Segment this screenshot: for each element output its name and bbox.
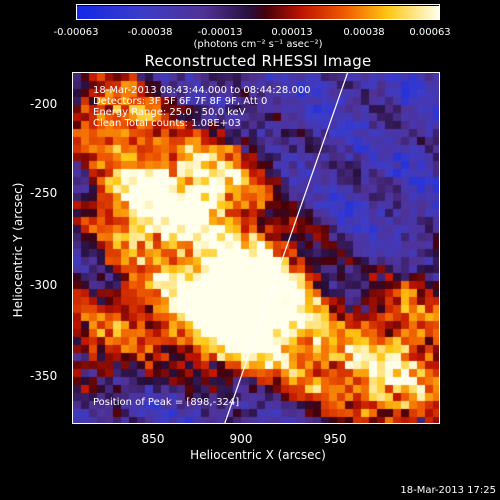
heatmap-image — [73, 73, 439, 423]
annotation-time-range: 18-Mar-2013 08:43:44.000 to 08:44:28.000 — [93, 85, 311, 96]
colorbar-tick: -0.00038 — [127, 27, 173, 38]
plot-area: 18-Mar-2013 08:43:44.000 to 08:44:28.000… — [72, 72, 440, 424]
y-tick-label: -200 — [30, 97, 58, 111]
x-axis-label: Heliocentric X (arcsec) — [190, 448, 326, 462]
chart-title: Reconstructed RHESSI Image — [144, 52, 372, 70]
colorbar — [76, 4, 440, 20]
y-tick-label: -250 — [30, 186, 58, 200]
x-tick-label: 850 — [141, 432, 165, 446]
x-tick-label: 950 — [323, 432, 347, 446]
colorbar-units: (photons cm⁻² s⁻¹ asec⁻²) — [193, 39, 323, 50]
solar-limb-line — [224, 73, 349, 423]
x-tick-label: 900 — [229, 432, 253, 446]
colorbar-tick: 0.00038 — [343, 27, 385, 38]
limb-line-layer — [224, 73, 349, 423]
y-axis-label: Heliocentric Y (arcsec) — [11, 182, 25, 318]
peak-position-label: Position of Peak = [898,-324] — [93, 397, 240, 408]
plot-timestamp: 18-Mar-2013 17:25 — [400, 485, 496, 496]
y-tick-label: -350 — [30, 369, 58, 383]
colorbar-tick: 0.00063 — [409, 27, 451, 38]
y-tick-label: -300 — [30, 278, 58, 292]
colorbar-gradient — [77, 6, 439, 19]
colorbar-tick: -0.00013 — [197, 27, 243, 38]
annotation-energy-range: Energy Range: 25.0 - 50.0 keV — [93, 107, 246, 118]
colorbar-tick: -0.00063 — [53, 27, 99, 38]
colorbar-tick: 0.00013 — [271, 27, 313, 38]
annotation-detectors: Detectors: 3F 5F 6F 7F 8F 9F, Att 0 — [93, 96, 268, 107]
annotation-clean-counts: Clean Total counts: 1.08E+03 — [93, 118, 241, 129]
